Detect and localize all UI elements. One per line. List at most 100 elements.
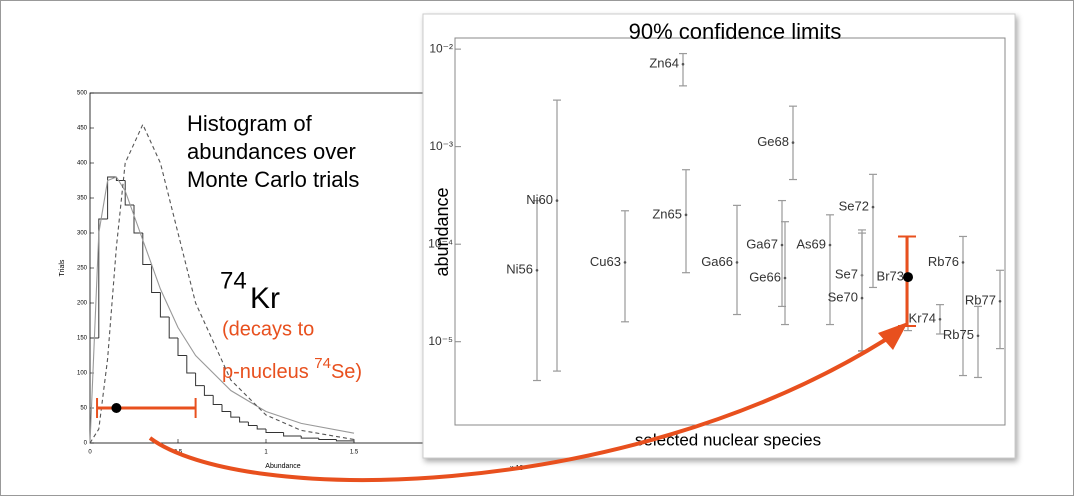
inset-panel (422, 13, 1016, 459)
point (828, 243, 832, 247)
histogram-bin (124, 180, 134, 206)
curve (89, 123, 355, 444)
point (735, 261, 739, 264)
species-label: Se7 (835, 267, 858, 282)
histogram-bin (239, 417, 249, 423)
point (684, 213, 688, 217)
note-text: Se) (331, 361, 362, 383)
plot-frame (454, 37, 1006, 426)
arrow-curve (148, 338, 887, 482)
histogram-bin (186, 355, 196, 374)
point (791, 141, 795, 144)
histogram-bin (230, 411, 240, 418)
note: p-nucleus 74Se) (222, 355, 362, 383)
species-label: Se70 (828, 290, 858, 305)
highlight-point (903, 272, 913, 283)
chart-title: 90% confidence limits (629, 19, 842, 44)
x-axis-label: Abundance (265, 463, 301, 470)
species-label: Kr74 (909, 311, 936, 326)
y-tick-label: 500 (77, 91, 88, 97)
point (783, 276, 787, 280)
histogram-bin (203, 385, 214, 396)
point (555, 199, 559, 202)
species-label: Zn65 (652, 206, 682, 221)
species-label: Rb77 (965, 293, 996, 308)
y-tick-label: 250 (77, 266, 88, 272)
species-label: Rb76 (928, 254, 959, 269)
note: (decays to (222, 318, 314, 340)
point (623, 261, 627, 264)
species-label: Zn64 (649, 56, 679, 71)
species-label: Rb75 (943, 327, 974, 342)
histogram-bin (318, 438, 337, 440)
y-axis-label: abundance (432, 187, 452, 276)
annotation-title: Monte Carlo trials (187, 167, 359, 192)
note-text: p-nucleus (222, 361, 314, 383)
species-label: Ni56 (506, 262, 533, 277)
point (535, 268, 539, 272)
histogram-bin (283, 432, 302, 437)
histogram-bin (107, 176, 117, 219)
annotation-title: abundances over (187, 139, 356, 164)
histogram-bin (195, 373, 205, 387)
point (938, 317, 942, 321)
x-axis-label: selected nuclear species (635, 430, 821, 449)
species-label: Cu63 (590, 254, 621, 269)
isotope-mass: 74 (220, 267, 247, 294)
species-label: Ga66 (701, 254, 733, 269)
histogram-bin (221, 404, 231, 412)
y-tick-label: 400 (77, 161, 88, 167)
y-tick-label: 150 (77, 336, 88, 342)
point (111, 403, 122, 413)
y-tick-label: 10⁻⁵ (428, 334, 453, 348)
curve (89, 176, 355, 444)
y-tick-label: 450 (77, 126, 88, 132)
species-label: Ni60 (526, 192, 553, 207)
histogram-bin (159, 292, 170, 318)
y-tick-label: 10⁻⁴ (428, 236, 453, 250)
histogram-bin (89, 337, 99, 443)
point (961, 261, 965, 264)
species-label: Ge68 (757, 134, 789, 149)
histogram-bin (151, 264, 161, 293)
errorbar-chart: 10⁻⁵ 10⁻⁴ 10⁻³ 10⁻² Ni56 Ni60 Cu63 Zn64 Zn65 Ga66… (422, 13, 1016, 459)
point (998, 299, 1002, 303)
point (871, 205, 875, 209)
y-tick-label: 10⁻³ (429, 139, 453, 153)
x-tick-label: 1 (264, 450, 268, 456)
histogram-bin (300, 436, 319, 439)
arrow (148, 322, 908, 482)
histogram-bin (168, 317, 178, 339)
histogram-bin (265, 429, 284, 433)
point (681, 62, 685, 66)
point (860, 296, 864, 300)
isotope-symbol: Kr (250, 282, 280, 315)
y-tick-label: 10⁻² (429, 41, 453, 55)
arrow-head (878, 322, 908, 350)
species-label: Se72 (839, 199, 869, 214)
y-axis-label: Trials (59, 259, 66, 276)
histogram-bin (115, 177, 126, 181)
species-label: Br73 (877, 269, 904, 284)
histogram-bin (142, 233, 152, 265)
y-tick-label: 300 (77, 231, 88, 237)
species-label: Ga67 (746, 236, 778, 251)
y-tick-label: 100 (77, 371, 88, 377)
histogram-bin (256, 425, 266, 430)
histogram-chart: Histogram of abundances over Monte Carlo… (59, 91, 531, 472)
histogram-bin (177, 338, 187, 356)
annotation-title: Histogram of (187, 111, 313, 136)
y-tick-label: 0 (84, 441, 88, 447)
x-tick-label: 0 (88, 450, 92, 456)
species-label: As69 (796, 236, 826, 251)
histogram-bin (212, 395, 222, 405)
y-tick-label: 200 (77, 301, 88, 307)
histogram-bin (335, 439, 355, 443)
histogram-bin (98, 218, 108, 338)
y-tick-label: 50 (80, 406, 87, 412)
histogram-bin (247, 422, 258, 426)
x-tick-label: 1.5 (350, 450, 359, 456)
note-mass: 74 (314, 355, 331, 372)
